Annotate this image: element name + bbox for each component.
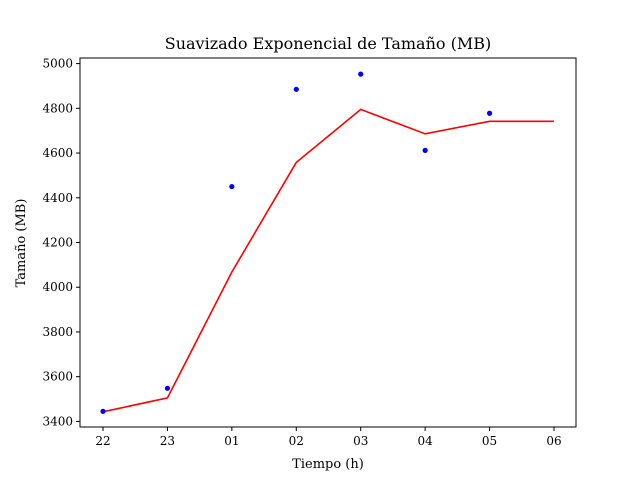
data-point [358,71,364,77]
x-tick-label: 03 [353,434,368,448]
x-axis-label: Tiempo (h) [292,457,364,472]
data-point [229,183,235,190]
y-tick-label: 4200 [42,236,73,250]
smoothing-line [102,108,554,413]
y-tick-label: 3400 [42,414,73,428]
data-point [100,408,106,414]
y-axis-label: Tamaño (MB) [14,199,29,288]
x-tick-label: 02 [289,434,304,448]
y-tick-label: 5000 [42,57,73,71]
y-tick-label: 3600 [42,370,73,384]
chart-title: Suavizado Exponencial de Tamaño (MB) [165,34,492,53]
y-tick-label: 4600 [42,146,73,160]
x-tick-label: 05 [482,434,497,448]
y-tick-label: 4800 [42,101,73,115]
plot-area: 3400 3600 3800 4000 4200 4400 4600 4800 5000 22 23… [42,57,577,448]
data-point [422,147,428,153]
y-tick-label: 4400 [42,191,73,205]
x-tick-label: 01 [224,434,239,448]
x-tick-label: 06 [546,434,561,448]
x-tick-label: 04 [418,434,434,448]
y-tick-label: 3800 [42,325,73,339]
x-tick-label: 22 [95,434,110,448]
data-point [486,110,493,116]
y-tick-label: 4000 [42,280,73,294]
data-point [293,86,299,92]
x-tick-label: 23 [160,434,175,448]
data-point [164,385,171,391]
